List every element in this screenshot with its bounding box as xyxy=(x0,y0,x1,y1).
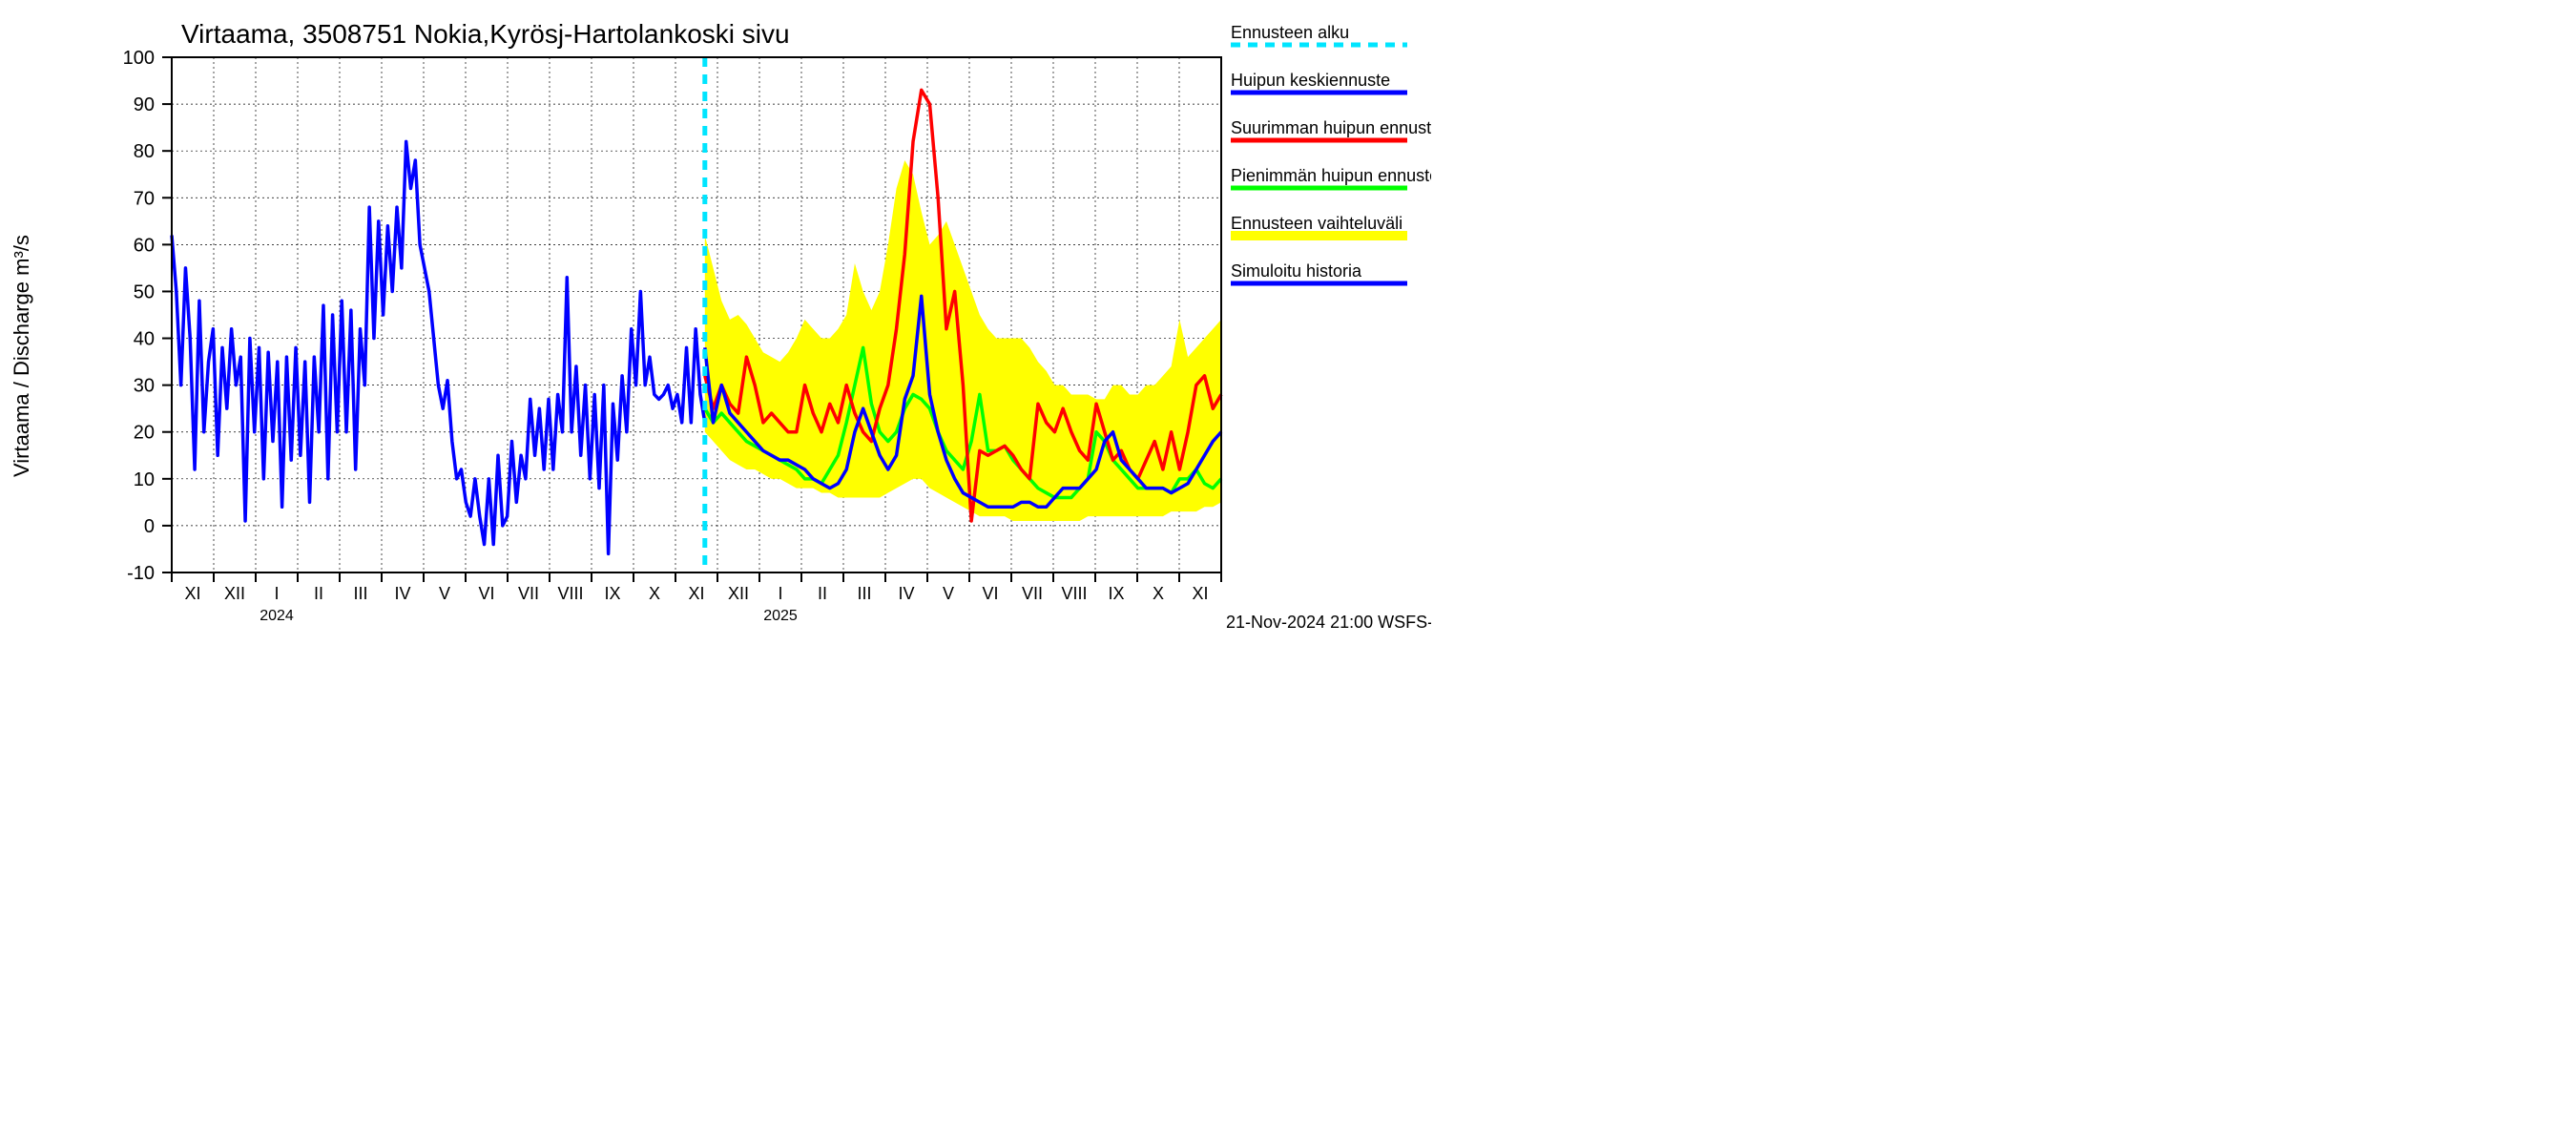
legend-swatch xyxy=(1231,231,1407,240)
xtick-label: I xyxy=(274,584,279,603)
legend-label: Ennusteen alku xyxy=(1231,23,1349,42)
ytick-label: 50 xyxy=(134,281,155,302)
discharge-chart: Virtaama, 3508751 Nokia,Kyrösj-Hartolank… xyxy=(0,0,1431,636)
ytick-label: 70 xyxy=(134,188,155,209)
chart-footer: 21-Nov-2024 21:00 WSFS-O xyxy=(1226,613,1431,632)
xtick-label: IV xyxy=(898,584,914,603)
xtick-label: VII xyxy=(518,584,539,603)
legend-label: Simuloitu historia xyxy=(1231,261,1362,281)
legend: Ennusteen alku Huipun keskiennuste Suurimm… xyxy=(1231,23,1431,283)
ytick-label: -10 xyxy=(127,563,155,584)
legend-label: Suurimman huipun ennuste xyxy=(1231,118,1431,137)
xtick-label: III xyxy=(857,584,871,603)
xtick-label: VI xyxy=(982,584,998,603)
xtick-label: VIII xyxy=(557,584,583,603)
xtick-label: XI xyxy=(688,584,704,603)
chart-svg: Virtaama, 3508751 Nokia,Kyrösj-Hartolank… xyxy=(0,0,1431,636)
year-label: 2025 xyxy=(763,608,798,624)
ytick-label: 20 xyxy=(134,423,155,444)
xtick-label: II xyxy=(818,584,827,603)
xtick-label: IX xyxy=(1108,584,1124,603)
legend-label: Huipun keskiennuste xyxy=(1231,71,1390,90)
legend-label: Pienimmän huipun ennuste xyxy=(1231,166,1431,185)
xtick-label: I xyxy=(778,584,782,603)
xtick-label: XII xyxy=(728,584,749,603)
xtick-label: IX xyxy=(604,584,620,603)
xtick-label: VI xyxy=(478,584,494,603)
xtick-label: II xyxy=(314,584,323,603)
xtick-label: VII xyxy=(1022,584,1043,603)
series-history xyxy=(172,141,705,553)
ytick-label: 0 xyxy=(144,516,155,537)
chart-title: Virtaama, 3508751 Nokia,Kyrösj-Hartolank… xyxy=(181,19,790,49)
xtick-label: X xyxy=(649,584,660,603)
xtick-label: V xyxy=(943,584,954,603)
ytick-label: 10 xyxy=(134,469,155,490)
xtick-label: III xyxy=(353,584,367,603)
xtick-label: X xyxy=(1153,584,1164,603)
ytick-label: 60 xyxy=(134,235,155,256)
ytick-label: 80 xyxy=(134,141,155,162)
xtick-label: V xyxy=(439,584,450,603)
y-axis-label: Virtaama / Discharge m³/s xyxy=(10,235,33,477)
ytick-label: 40 xyxy=(134,329,155,350)
legend-label: Ennusteen vaihteluväli xyxy=(1231,214,1402,233)
ytick-label: 30 xyxy=(134,376,155,397)
xtick-label: VIII xyxy=(1061,584,1087,603)
xtick-label: XII xyxy=(224,584,245,603)
xtick-label: IV xyxy=(394,584,410,603)
year-label: 2024 xyxy=(260,608,294,624)
xtick-label: XI xyxy=(1192,584,1208,603)
plot-area: -100102030405060708090100XIXIIIIIIIIIVVV… xyxy=(123,48,1221,624)
ytick-label: 90 xyxy=(134,94,155,115)
xtick-label: XI xyxy=(184,584,200,603)
ytick-label: 100 xyxy=(123,48,155,69)
